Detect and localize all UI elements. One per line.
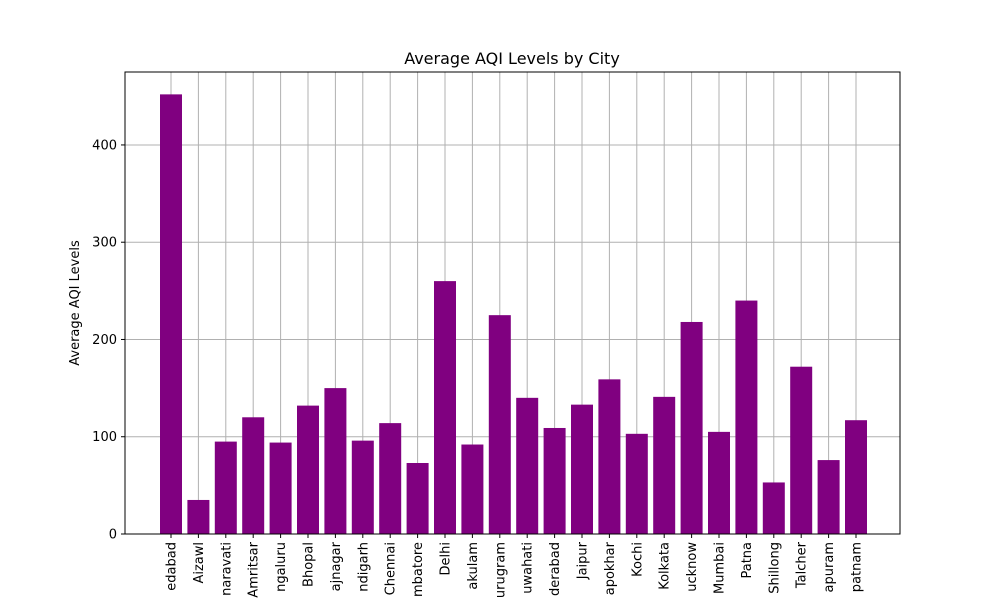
bar [488,315,511,534]
bar [735,300,758,534]
x-tick-label: mbatore [411,542,426,597]
bar [406,462,429,534]
y-tick-label: 200 [92,333,117,348]
x-tick-layer: edabad Aizawl naravati Amritsar ngaluru Bhopa… [165,534,865,598]
x-tick-label: ajnagar [329,541,344,591]
bar-layer [160,94,867,534]
x-tick-label: Aizawl [192,542,207,584]
bar [324,388,347,534]
bar [269,442,292,534]
chart-title: Average AQI Levels by City [404,49,620,68]
x-tick-label: Kolkata [658,542,673,590]
x-tick-label: akulam [466,542,481,590]
bar [543,427,566,534]
bar [571,404,593,534]
bar [379,423,402,534]
x-tick-label: Jaipur [576,541,591,580]
y-tick-label: 300 [92,236,117,251]
bar [817,460,840,534]
x-tick-label: Amritsar [247,541,262,597]
x-tick-label: Patna [740,542,755,579]
y-axis-label: Average AQI Levels [68,240,83,366]
bar [160,94,182,534]
x-tick-label: Chennai [384,542,399,595]
bar [845,420,867,534]
x-tick-label: derabad [548,542,563,596]
x-tick-label: apuram [822,542,837,592]
bar [214,441,237,534]
x-tick-label: urugram [493,542,508,598]
bar [680,321,703,534]
x-tick-label: Bhopal [302,542,317,587]
x-tick-label: ndigarh [356,542,371,592]
x-tick-label: ucknow [685,542,700,592]
x-tick-label: apokhar [603,541,618,595]
y-tick-label: 100 [92,430,117,445]
x-tick-label: naravati [219,542,234,596]
x-tick-label: uwahati [521,542,536,594]
bar [708,431,730,534]
x-tick-label: Delhi [439,542,454,575]
x-tick-label: edabad [165,542,180,591]
x-tick-label: Kochi [630,542,645,577]
bar [625,433,648,534]
plot-frame [124,71,901,535]
y-tick-label: 0 [109,528,117,543]
bar [187,499,210,534]
x-tick-label: Shillong [767,542,782,594]
bar [242,417,265,534]
bar [461,444,484,534]
bar [653,396,676,534]
y-tick-label: 400 [92,138,117,153]
bar [434,281,456,534]
grid-layer [125,72,900,535]
x-tick-label: patnam [850,542,865,592]
bar [598,379,621,534]
x-tick-label: ngaluru [274,542,289,592]
x-tick-label: Mumbai [713,542,728,594]
y-tick-layer: 0 100 200 300 400 [92,138,125,543]
bar [790,366,813,534]
bar [351,440,374,534]
bar [762,482,785,534]
bar [297,405,319,534]
x-tick-label: Talcher [795,541,810,589]
bar [516,397,539,534]
